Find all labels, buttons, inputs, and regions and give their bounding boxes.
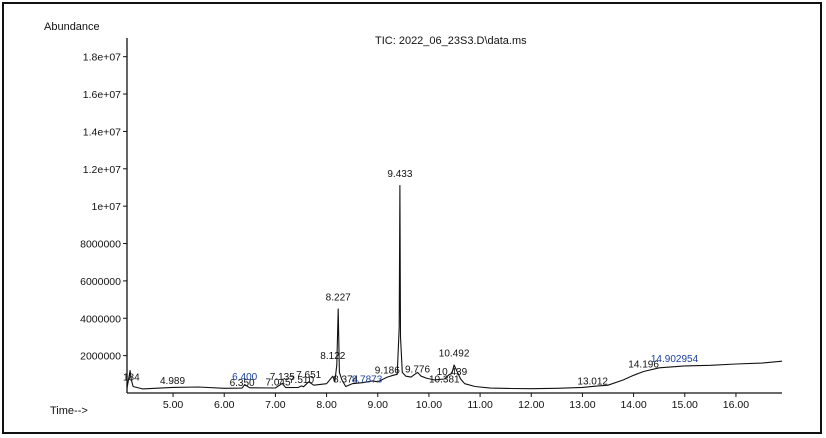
peak-label: 8.374 [333, 375, 358, 386]
y-tick-label: 8000000 [80, 239, 121, 251]
y-tick-label: 1e+07 [92, 201, 122, 213]
peak-label: 10.439 [437, 367, 468, 378]
x-tick-label: 16.00 [723, 399, 749, 411]
peak-label: 10.381 [429, 375, 460, 386]
chart-frame [2, 2, 822, 434]
peak-label: 8.122 [320, 351, 345, 362]
y-tick-label: 2000000 [80, 351, 121, 363]
y-tick-label: 1.8e+07 [83, 52, 121, 64]
x-tick-label: 5.00 [163, 399, 184, 411]
tic-trace [126, 185, 783, 390]
peak-label: 8.7873 [352, 375, 383, 386]
x-tick-label: 10.00 [416, 399, 442, 411]
x-tick-label: 14.00 [620, 399, 646, 411]
peak-label: 7.045 [265, 377, 290, 388]
peak-label: 7.651 [296, 370, 321, 381]
y-tick-label: 1.4e+07 [83, 126, 121, 138]
x-tick-label: 12.00 [518, 399, 544, 411]
y-tick-label: 6000000 [80, 276, 121, 288]
x-ticks: 5.00 6.00 7.00 8.00 9.00 10.00 11.00 12.00 13.00… [163, 393, 749, 411]
peak-label: 14.902954 [651, 354, 699, 365]
peak-label: 6.400 [232, 372, 257, 383]
peak-label: 7.135 [270, 372, 295, 383]
peak-label: 184 [123, 373, 140, 384]
peak-label: 9.433 [387, 169, 412, 180]
peak-label: 9.186 [375, 365, 400, 376]
peak-label: 8.227 [326, 292, 351, 303]
peak-label: 6.350 [230, 378, 255, 389]
y-tick-label: 4000000 [80, 313, 121, 325]
x-tick-label: 8.00 [316, 399, 337, 411]
y-tick-label: 1.2e+07 [83, 164, 121, 176]
peak-label: 7.510 [289, 375, 314, 386]
peak-label: 13.012 [577, 377, 608, 388]
x-axis-label: Time--> [50, 405, 88, 417]
peak-label: 14.196 [628, 360, 659, 371]
y-tick-label: 1.6e+07 [83, 89, 121, 101]
x-tick-label: 7.00 [265, 399, 286, 411]
peak-label: 9.776 [405, 364, 430, 375]
chart-title: TIC: 2022_06_23S3.D\data.ms [375, 35, 527, 47]
x-tick-label: 13.00 [569, 399, 595, 411]
y-axis-label: Abundance [44, 21, 100, 33]
x-tick-label: 6.00 [214, 399, 235, 411]
x-tick-label: 11.00 [467, 399, 493, 411]
x-tick-label: 15.00 [672, 399, 698, 411]
peak-label: 10.492 [439, 348, 470, 359]
peak-label: 4.989 [160, 376, 185, 387]
y-ticks: 2000000 4000000 6000000 8000000 1e+07 1.2e+07… [80, 52, 127, 363]
x-tick-label: 9.00 [368, 399, 389, 411]
